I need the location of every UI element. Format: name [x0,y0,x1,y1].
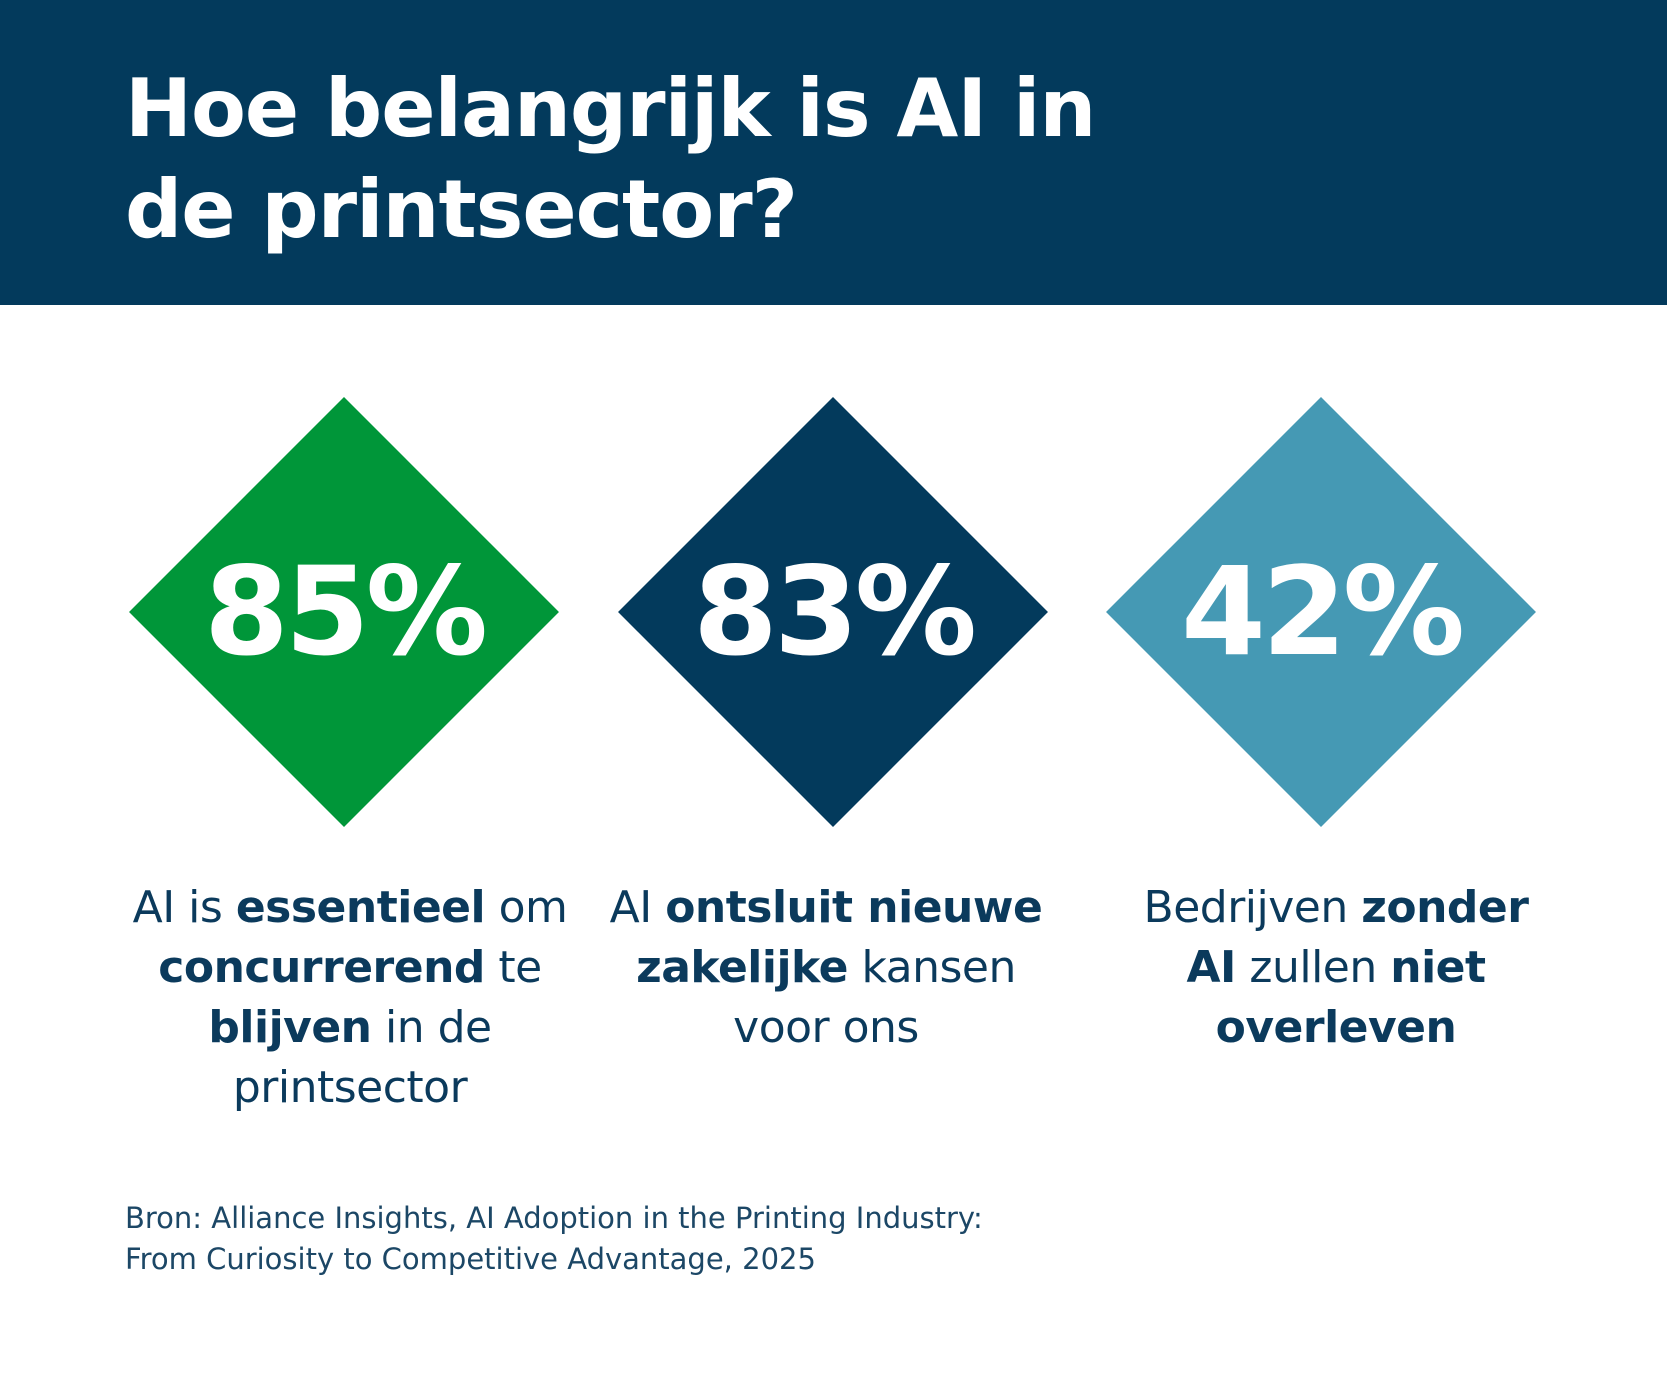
stat-value: 83% [692,541,977,683]
caption-emphasis: zonder AI [1186,882,1529,993]
source-note: Bron: Alliance Insights, AI Adoption in … [125,1198,983,1280]
source-line-2: From Curiosity to Competitive Advantage,… [125,1242,816,1276]
caption-emphasis: ontsluit nieuwe zakelijke [636,882,1043,993]
stat-value: 42% [1180,541,1465,683]
caption-text: om [485,882,568,933]
caption-emphasis: niet overleven [1215,942,1486,1053]
page-title: Hoe belangrijk is AI in de printsector? [125,62,1096,256]
caption-text: AI is [132,882,236,933]
header-banner: Hoe belangrijk is AI in de printsector? [0,0,1667,305]
stat-caption: AI ontsluit nieuwe zakelijke kansen voor… [606,878,1046,1058]
stat-caption: AI is essentieel om concurrerend te blij… [130,878,570,1118]
caption-text: te [484,942,542,993]
caption-text: Bedrijven [1143,882,1362,933]
caption-emphasis: blijven [208,1002,372,1053]
caption-emphasis: concurrerend [158,942,485,993]
caption-text: zullen [1235,942,1391,993]
caption-text: AI [609,882,666,933]
source-line-1: Bron: Alliance Insights, AI Adoption in … [125,1201,983,1235]
stat-value: 85% [203,541,488,683]
caption-text: in de printsector [232,1002,492,1113]
caption-emphasis: essentieel [235,882,486,933]
caption-text: kansen voor ons [733,942,1016,1053]
stat-caption: Bedrijven zonder AI zullen niet overleve… [1126,878,1546,1058]
